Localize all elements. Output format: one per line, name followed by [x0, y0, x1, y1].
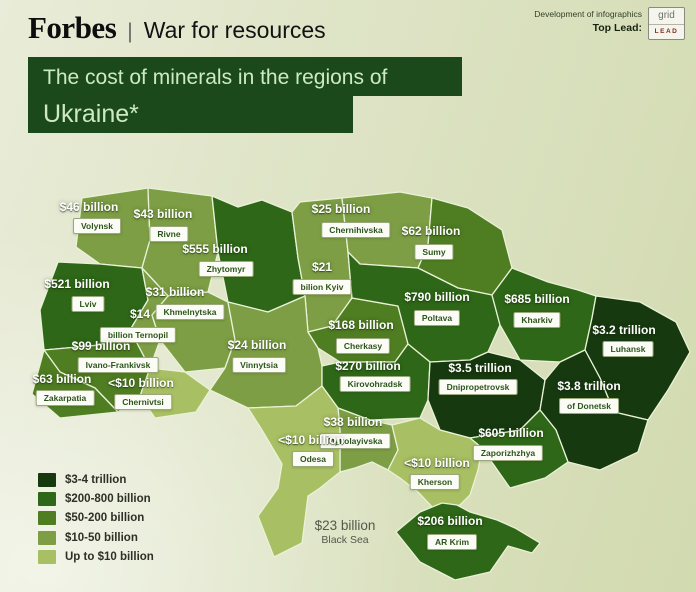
- legend-swatch: [38, 511, 56, 526]
- region-shape-khmelnytska: [151, 291, 236, 373]
- header: Forbes | War for resources: [28, 10, 326, 46]
- legend-swatch: [38, 530, 56, 545]
- credits: Development of infographics Top Lead:: [534, 9, 642, 34]
- toplead-logo-lead: LEAD: [649, 24, 684, 39]
- legend-label: $50-200 billion: [65, 512, 145, 525]
- region-shape-zhytomyr: [211, 195, 306, 313]
- credits-line2: Top Lead:: [592, 22, 642, 34]
- region-shape-kharkiv: [491, 267, 597, 363]
- legend-swatch: [38, 549, 56, 564]
- legend-item: $50-200 billion: [38, 509, 154, 528]
- legend-label: $3-4 trillion: [65, 473, 127, 486]
- legend-label: Up to $10 billion: [65, 550, 154, 563]
- header-tagline: War for resources: [143, 17, 326, 43]
- region-shape-volynsk: [75, 187, 151, 269]
- legend-item: $3-4 trillion: [38, 470, 154, 489]
- region-shape-ar-krim: [395, 502, 541, 581]
- region-shape-chernihivska: [341, 191, 433, 269]
- toplead-logo: grid LEAD: [648, 7, 685, 40]
- legend-item: $200-800 billion: [38, 489, 154, 508]
- forbes-logo: Forbes: [28, 10, 117, 45]
- legend-label: $10-50 billion: [65, 531, 138, 544]
- title-line-1: The cost of minerals in the regions of: [28, 57, 462, 96]
- legend-item: $10-50 billion: [38, 528, 154, 547]
- title-block: The cost of minerals in the regions of U…: [28, 57, 462, 133]
- legend-swatch: [38, 491, 56, 506]
- legend-item: Up to $10 billion: [38, 547, 154, 566]
- credits-line1: Development of infographics: [534, 9, 642, 19]
- region-shape-chernivtsi: [139, 367, 211, 419]
- legend: $3-4 trillion $200-800 billion $50-200 bil…: [38, 470, 154, 566]
- toplead-logo-grid: grid: [658, 10, 675, 21]
- legend-label: $200-800 billion: [65, 492, 151, 505]
- legend-swatch: [38, 472, 56, 487]
- region-shape-odesa: [247, 385, 341, 558]
- header-separator: |: [127, 20, 133, 43]
- title-line-2: Ukraine*: [28, 96, 353, 133]
